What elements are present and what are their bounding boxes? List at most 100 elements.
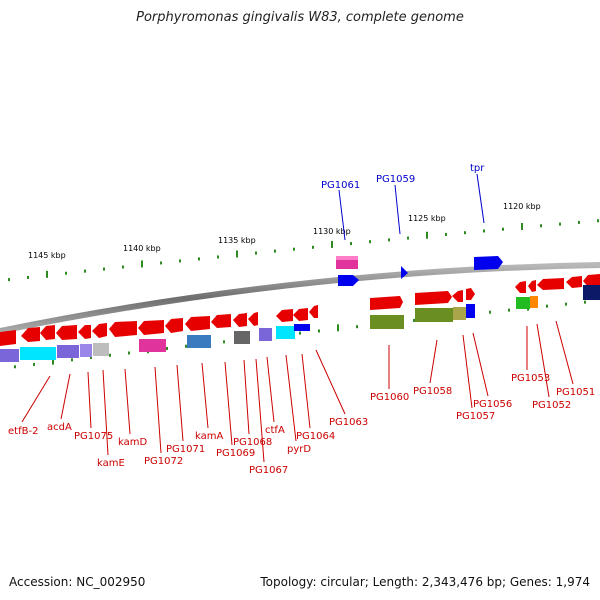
gene-arrow <box>515 281 526 293</box>
scale-tick <box>483 229 485 233</box>
gene-label-bottom: PG1067 <box>249 465 288 476</box>
scale-tick <box>14 365 16 369</box>
label-leader <box>124 368 131 435</box>
scale-tick <box>46 270 48 278</box>
scale-tick <box>369 240 371 244</box>
label-leader <box>243 359 250 435</box>
gene-arrow <box>528 280 536 292</box>
label-leader <box>472 332 489 397</box>
gene-label-top: PG1061 <box>321 180 360 191</box>
gene-arrow <box>92 323 107 338</box>
gene-label-bottom: PG1051 <box>556 387 595 398</box>
label-leader <box>536 323 550 398</box>
gene-label-bottom: PG1052 <box>532 400 571 411</box>
gene-arrow <box>415 291 452 305</box>
gene-label-bottom: PG1075 <box>74 431 113 442</box>
gene-label-bottom: PG1057 <box>456 411 495 422</box>
scale-tick <box>546 304 548 308</box>
gene-block <box>93 343 109 356</box>
gene-label-bottom: PG1056 <box>473 399 512 410</box>
accession-text: Accession: NC_002950 <box>9 575 146 589</box>
scale-tick <box>331 240 333 248</box>
map-title: Porphyromonas gingivalis W83, complete g… <box>136 10 464 25</box>
label-leader <box>176 364 184 442</box>
scale-tick <box>337 324 339 332</box>
scale-tick <box>445 232 447 236</box>
gene-arrow <box>0 330 16 346</box>
label-leader <box>285 354 297 442</box>
gene-arrow <box>109 321 137 337</box>
gene-arrow <box>248 312 258 326</box>
gene-label-bottom: ctfA <box>265 425 285 436</box>
scale-labels: 1145 kbp 1140 kbp 1135 kbp 1130 kbp 1125… <box>28 202 541 260</box>
scale-tick <box>217 255 219 259</box>
gene-label-bottom: kamD <box>118 437 147 448</box>
gene-block <box>453 307 466 320</box>
scale-label: 1120 kbp <box>503 202 541 211</box>
scale-tick <box>255 251 257 255</box>
scale-label: 1125 kbp <box>408 214 446 223</box>
scale-tick <box>299 331 301 335</box>
gene-block <box>516 297 530 309</box>
scale-tick <box>413 318 415 322</box>
label-leader <box>102 369 109 456</box>
gene-label-bottom: kamE <box>97 458 125 469</box>
gene-label-bottom: PG1060 <box>370 392 409 403</box>
gene-arrow <box>40 325 55 340</box>
gene-block <box>294 324 310 331</box>
gene-arrow <box>138 320 164 335</box>
label-leader <box>60 373 71 420</box>
scale-tick <box>27 275 29 279</box>
gene-label-bottom: PG1071 <box>166 444 205 455</box>
gene-arrow <box>583 274 600 287</box>
scale-tick <box>464 231 466 235</box>
label-leader <box>462 334 473 409</box>
gene-block <box>187 335 211 348</box>
label-leader <box>555 320 574 385</box>
gene-arrow <box>78 325 91 339</box>
gene-block <box>259 328 272 341</box>
scale-tick <box>141 260 143 268</box>
scale-tick <box>508 308 510 312</box>
scale-tick <box>8 278 10 282</box>
gene-block <box>234 331 250 344</box>
scale-tick <box>350 242 352 246</box>
gene-arrow <box>474 256 503 270</box>
top-features: PG1061 PG1059 tpr <box>321 163 503 286</box>
label-leader <box>301 353 311 429</box>
red-gene-arrows <box>0 274 600 346</box>
scale-tick <box>312 245 314 249</box>
scale-tick <box>565 302 567 306</box>
gene-label-bottom: PG1072 <box>144 456 183 467</box>
scale-tick <box>166 346 168 350</box>
label-leader <box>394 184 401 235</box>
label-leader <box>87 371 92 429</box>
gene-arrow <box>466 288 475 300</box>
gene-block <box>336 256 358 260</box>
gene-arrow <box>165 318 183 333</box>
gene-label-bottom: PG1063 <box>329 417 368 428</box>
gene-arrow <box>233 313 247 327</box>
scale-tick <box>274 249 276 253</box>
outer-scale-ticks <box>8 219 599 282</box>
gene-arrow <box>185 316 210 331</box>
gene-block <box>583 285 600 300</box>
scale-tick <box>122 265 124 269</box>
gene-block <box>20 347 56 360</box>
gene-arrow <box>338 275 359 286</box>
scale-tick <box>185 344 187 348</box>
gene-block <box>276 326 295 339</box>
scale-label: 1145 kbp <box>28 251 66 260</box>
gene-arrow <box>211 314 231 328</box>
label-leader <box>338 189 346 241</box>
scale-tick <box>160 261 162 265</box>
gene-block <box>0 349 19 362</box>
scale-tick <box>179 259 181 263</box>
gene-arrow <box>370 296 403 310</box>
scale-tick <box>103 267 105 271</box>
scale-tick <box>540 224 542 228</box>
scale-tick <box>426 231 428 239</box>
gene-arrow <box>537 278 564 290</box>
gene-label-bottom: kamA <box>195 431 223 442</box>
